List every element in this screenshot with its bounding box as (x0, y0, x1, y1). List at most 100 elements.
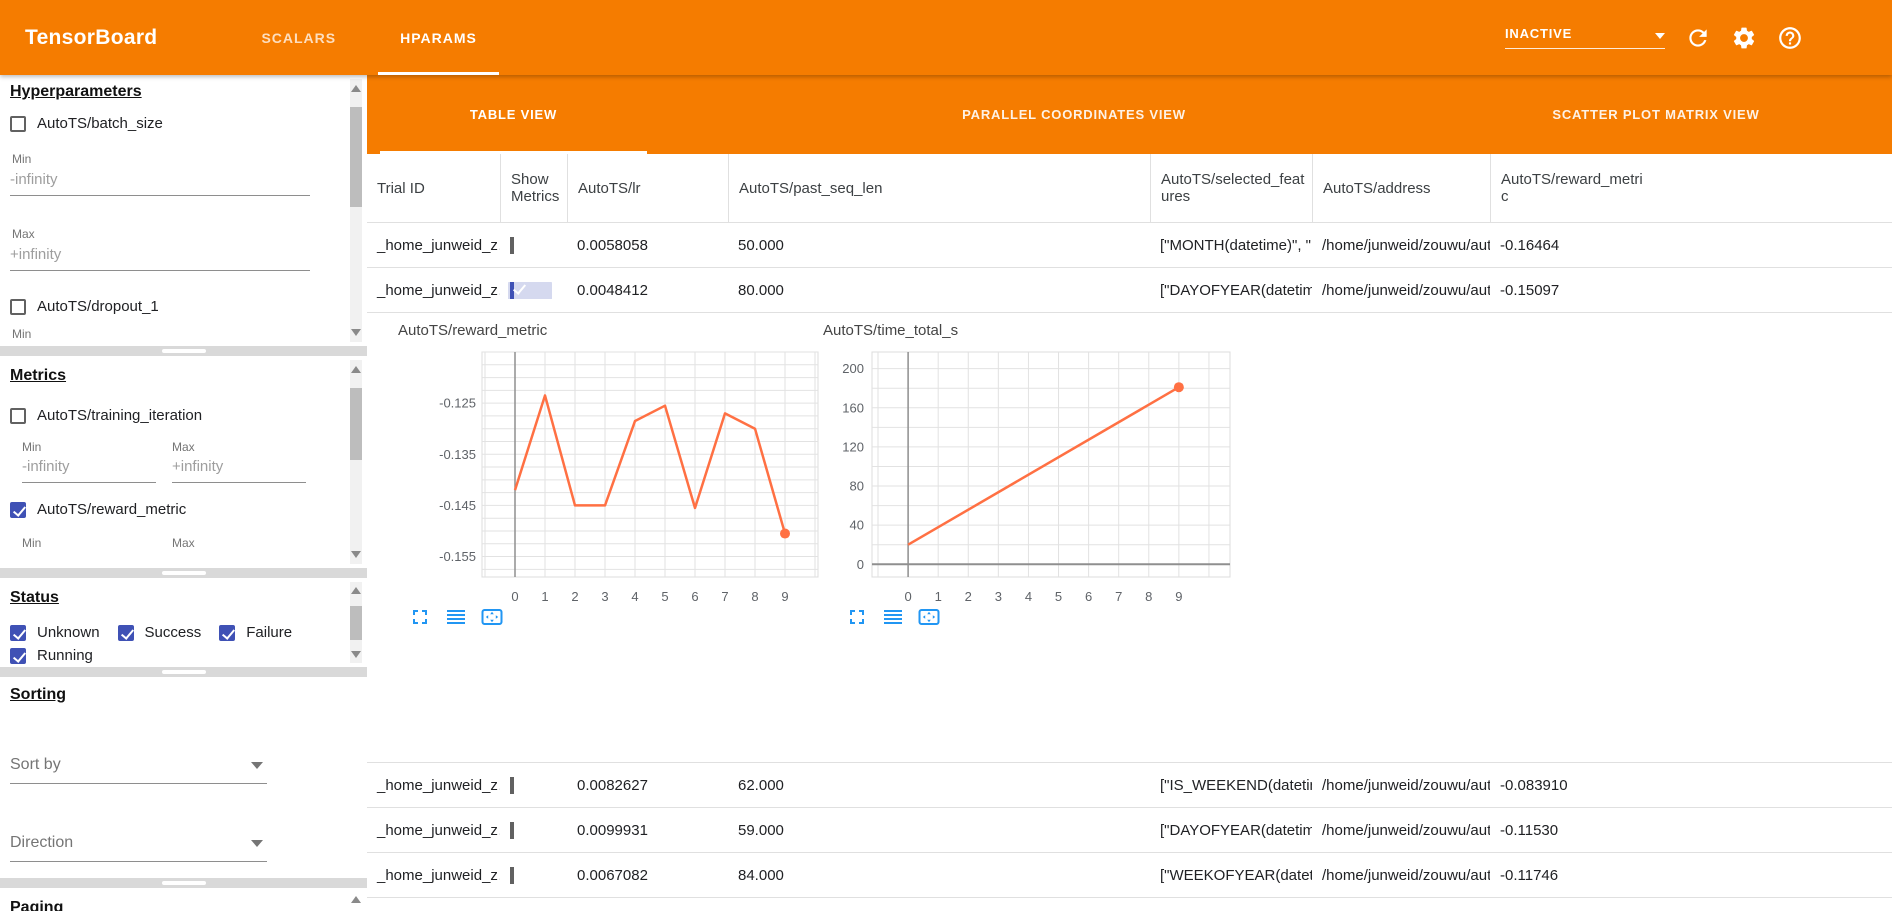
svg-text:6: 6 (1085, 589, 1092, 604)
status-failure-checkbox[interactable] (219, 624, 236, 641)
metric-max-input[interactable]: +infinity (172, 458, 306, 483)
min-label: Min (12, 152, 32, 166)
metric-training-iteration-label: AutoTS/training_iteration (37, 407, 203, 424)
max-label: Max (172, 536, 195, 550)
scroll-down-icon[interactable] (351, 651, 361, 658)
min-label-2: Min (12, 327, 32, 341)
col-address[interactable]: AutoTS/address (1312, 154, 1490, 222)
table-row: _home_junweid_z… 0.0067082 84.000 ["WEEK… (367, 853, 1892, 898)
col-trial-id[interactable]: Trial ID (377, 179, 425, 197)
selected-features-cell: ["MONTH(datetime)", "I… (1160, 236, 1312, 254)
gear-icon[interactable] (1731, 25, 1757, 51)
col-show-metrics[interactable]: Show Metrics (500, 154, 567, 222)
show-metrics-checkbox[interactable] (510, 776, 514, 794)
tab-scalars[interactable]: SCALARS (261, 29, 337, 46)
svg-text:120: 120 (842, 439, 864, 454)
hyperparameters-scrollbar[interactable] (350, 79, 362, 342)
status-options: Unknown Success Failure Running (10, 624, 330, 664)
status-heading: Status (10, 589, 59, 606)
status-running-checkbox[interactable] (10, 647, 26, 664)
reward-metric-cell: -0.16464 (1500, 236, 1560, 254)
fullscreen-icon[interactable] (408, 605, 432, 629)
svg-text:-0.125: -0.125 (439, 396, 476, 411)
scroll-thumb[interactable] (350, 388, 362, 460)
svg-text:7: 7 (721, 589, 728, 604)
scroll-up-icon[interactable] (351, 896, 361, 903)
section-resize-handle[interactable] (0, 568, 367, 578)
section-resize-handle[interactable] (0, 667, 367, 677)
scroll-down-icon[interactable] (351, 329, 361, 336)
time-total-chart-title: AutoTS/time_total_s (823, 322, 959, 339)
section-resize-handle[interactable] (0, 346, 367, 356)
show-metrics-cell (500, 866, 567, 884)
hparam-dropout-checkbox[interactable] (10, 298, 26, 315)
status-scrollbar[interactable] (350, 582, 362, 663)
metric-training-iteration-checkbox[interactable] (10, 407, 26, 424)
metric-minmax-inputs: -infinity +infinity (22, 458, 312, 483)
svg-text:3: 3 (601, 589, 608, 604)
lr-cell: 0.0099931 (577, 821, 648, 839)
tab-parallel-coordinates-view[interactable]: PARALLEL COORDINATES VIEW (962, 107, 1186, 122)
metrics-scrollbar[interactable] (350, 360, 362, 564)
trial-id-cell: _home_junweid_z… (377, 281, 500, 299)
show-metrics-checkbox[interactable] (510, 821, 514, 839)
col-selected-features[interactable]: AutoTS/selected_features (1150, 154, 1312, 222)
direction-select[interactable]: Direction (10, 834, 267, 862)
partial-row (367, 898, 1892, 909)
max-label: Max (172, 440, 195, 454)
svg-text:9: 9 (1175, 589, 1182, 604)
min-input[interactable]: -infinity (10, 171, 310, 196)
scroll-thumb[interactable] (350, 107, 362, 207)
sorting-heading: Sorting (10, 686, 66, 703)
lr-cell: 0.0067082 (577, 866, 648, 884)
max-input[interactable]: +infinity (10, 246, 310, 271)
fit-to-domain-icon[interactable] (917, 605, 941, 629)
metric-reward-checkbox[interactable] (10, 501, 26, 518)
trial-metrics-charts: AutoTS/reward_metric -0.125 -0.135 -0.145-… (367, 313, 1892, 763)
svg-text:8: 8 (1145, 589, 1152, 604)
scroll-up-icon[interactable] (351, 366, 361, 373)
col-lr[interactable]: AutoTS/lr (567, 154, 728, 222)
fit-to-domain-icon[interactable] (480, 605, 504, 629)
scroll-up-icon[interactable] (351, 85, 361, 92)
past-seq-len-cell: 50.000 (738, 236, 784, 254)
tab-scatter-plot-matrix-view[interactable]: SCATTER PLOT MATRIX VIEW (1552, 107, 1760, 122)
hparam-batch-size-checkbox[interactable] (10, 115, 26, 132)
scroll-down-icon[interactable] (351, 551, 361, 558)
svg-text:1: 1 (541, 589, 548, 604)
tab-hparams[interactable]: HPARAMS (368, 0, 509, 75)
help-icon[interactable] (1777, 25, 1803, 51)
col-reward-metric[interactable]: AutoTS/reward_metric (1490, 154, 1892, 222)
sort-by-value: Sort by (10, 756, 61, 773)
view-tabbar: TABLE VIEW PARALLEL COORDINATES VIEW SCA… (367, 75, 1892, 154)
show-metrics-checkbox[interactable] (510, 866, 514, 884)
section-status: Status Unknown Success Failure Running (0, 578, 367, 667)
tab-table-view[interactable]: TABLE VIEW (380, 75, 647, 154)
show-metrics-checkbox[interactable] (510, 236, 514, 254)
trial-id-cell: _home_junweid_z… (377, 866, 500, 884)
data-list-icon[interactable] (881, 605, 905, 629)
scroll-thumb[interactable] (350, 606, 362, 640)
section-resize-handle[interactable] (0, 878, 367, 888)
data-list-icon[interactable] (444, 605, 468, 629)
paging-scrollbar[interactable] (350, 892, 362, 907)
metric-min-input[interactable]: -infinity (22, 458, 156, 483)
status-unknown-checkbox[interactable] (10, 624, 26, 641)
refresh-icon[interactable] (1685, 25, 1711, 51)
paging-heading: Paging (10, 899, 64, 911)
svg-text:40: 40 (850, 518, 864, 533)
show-metrics-cell (500, 776, 567, 794)
svg-text:0: 0 (857, 557, 864, 572)
svg-text:2: 2 (965, 589, 972, 604)
show-metrics-cell (500, 821, 567, 839)
lr-cell: 0.0058058 (577, 236, 648, 254)
scroll-up-icon[interactable] (351, 587, 361, 594)
col-past-seq-len[interactable]: AutoTS/past_seq_len (728, 154, 1150, 222)
fullscreen-icon[interactable] (845, 605, 869, 629)
status-running-label: Running (37, 647, 93, 664)
svg-text:-0.145: -0.145 (439, 498, 476, 513)
sort-by-select[interactable]: Sort by (10, 756, 267, 784)
status-success-checkbox[interactable] (117, 624, 134, 641)
show-metrics-checkbox[interactable] (510, 281, 514, 299)
run-status-select[interactable]: INACTIVE (1505, 26, 1665, 49)
